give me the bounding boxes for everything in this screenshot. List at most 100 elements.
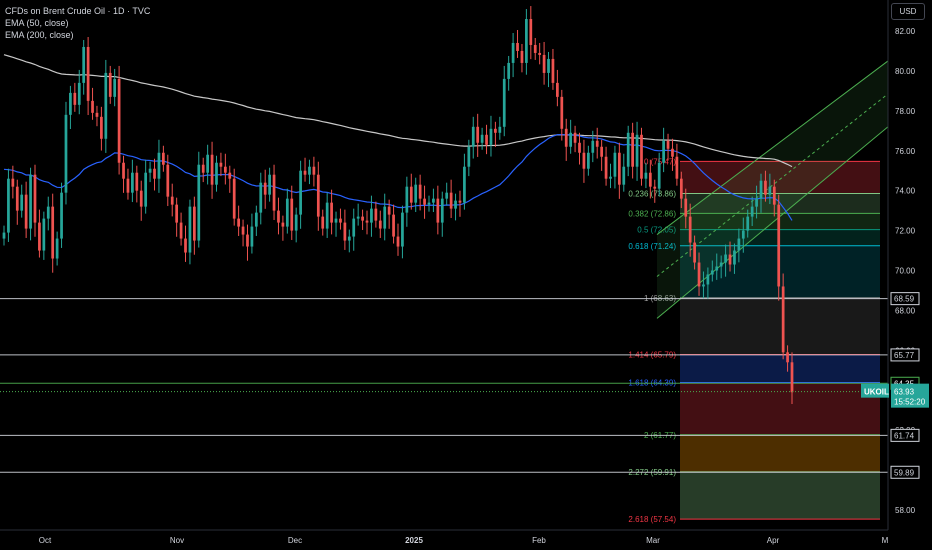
candle-body <box>104 72 108 139</box>
candle-body <box>11 178 15 187</box>
candle-body <box>352 218 356 237</box>
price-tick-label: 58.00 <box>895 506 916 515</box>
candle-body <box>117 78 121 163</box>
candle-body <box>228 172 232 179</box>
candle-body <box>533 44 537 53</box>
candle-body <box>741 230 745 239</box>
channel-lower <box>656 126 889 319</box>
candle-body <box>20 194 24 211</box>
candle-body <box>414 184 418 203</box>
candle-body <box>498 126 502 133</box>
candle-body <box>671 148 674 157</box>
candle-body <box>591 140 595 153</box>
candle-body <box>277 210 280 223</box>
candle-body <box>370 208 373 223</box>
fib-level-label: 0.236 (73.86) <box>628 189 676 198</box>
candle-body <box>201 164 205 173</box>
level-price-tag <box>890 428 920 442</box>
symbol-title[interactable]: CFDs on Brent Crude Oil · 1D · TVC <box>5 6 151 16</box>
candle-body <box>715 266 719 271</box>
candle-body <box>135 172 139 191</box>
candle-body <box>387 206 391 215</box>
candle-body <box>285 198 289 227</box>
candle-body <box>502 78 506 127</box>
candle-body <box>294 214 298 231</box>
candle-body <box>418 184 422 199</box>
candle-body <box>511 42 515 63</box>
level-price-text: 59.89 <box>894 468 915 477</box>
time-tick-label: Nov <box>170 536 184 545</box>
candle-body <box>467 146 471 167</box>
candle-body <box>166 164 170 197</box>
level-price-text: 61.74 <box>894 431 915 440</box>
candle-body <box>339 218 342 223</box>
candle-body <box>347 236 351 241</box>
candle-body <box>635 134 639 167</box>
candle-body <box>170 196 174 205</box>
candle-body <box>427 202 431 205</box>
fib-zone <box>680 161 880 194</box>
candle-body <box>746 216 750 231</box>
ema50-line <box>3 133 793 221</box>
candle-body <box>556 82 559 97</box>
candle-body <box>219 162 223 167</box>
candle-body <box>215 162 218 185</box>
fib-level-label: 0.5 (72.05) <box>637 226 676 235</box>
candle-body <box>657 162 661 189</box>
candle-body <box>64 114 68 193</box>
candle-body <box>551 58 555 83</box>
level-price-tag <box>890 348 920 362</box>
candle-body <box>356 216 360 219</box>
candle-body <box>684 198 688 217</box>
candle-body <box>675 156 679 179</box>
candle-body <box>423 198 426 205</box>
candle-body <box>250 226 254 247</box>
candle-body <box>733 250 736 265</box>
candle-body <box>489 128 493 145</box>
candle-body <box>91 100 94 113</box>
fib-zone <box>680 434 880 472</box>
price-tick-label: 72.00 <box>895 227 916 236</box>
candle-body <box>139 190 143 207</box>
price-axis <box>888 0 932 550</box>
candle-body <box>582 152 586 169</box>
candle-body <box>547 58 550 73</box>
candle-body <box>706 274 710 285</box>
candle-body <box>755 198 758 207</box>
price-tick-label: 68.00 <box>895 306 916 315</box>
candle-body <box>772 186 776 205</box>
candle-body <box>148 168 152 173</box>
candle-body <box>786 352 789 363</box>
candle-body <box>622 166 626 185</box>
candle-body <box>613 152 617 177</box>
fib-zone <box>680 297 880 355</box>
level-price-text: 68.59 <box>894 295 915 304</box>
candle-body <box>241 226 245 235</box>
candle-body <box>702 284 705 287</box>
ema200-line <box>3 54 793 168</box>
price-tick-label: 78.00 <box>895 107 916 116</box>
candle-body <box>538 52 542 55</box>
candle-body <box>564 128 568 147</box>
candle-body <box>60 192 63 239</box>
candle-body <box>507 62 511 79</box>
ema200-legend[interactable]: EMA (200, close) <box>5 30 74 40</box>
candle-body <box>781 286 785 353</box>
time-tick-label: Mar <box>646 536 660 545</box>
candle-body <box>69 92 72 115</box>
candle-body <box>268 174 271 195</box>
candle-body <box>750 206 754 217</box>
candle-body <box>259 182 263 213</box>
candle-body <box>113 78 117 97</box>
candle-body <box>777 204 781 287</box>
channel-fill <box>657 60 888 319</box>
ema50-legend[interactable]: EMA (50, close) <box>5 18 69 28</box>
candle-body <box>409 186 413 203</box>
candle-body <box>586 152 590 169</box>
candle-body <box>179 222 183 239</box>
candle-body <box>542 54 546 73</box>
currency-button[interactable]: USD <box>891 3 925 20</box>
candle-body <box>688 216 692 243</box>
